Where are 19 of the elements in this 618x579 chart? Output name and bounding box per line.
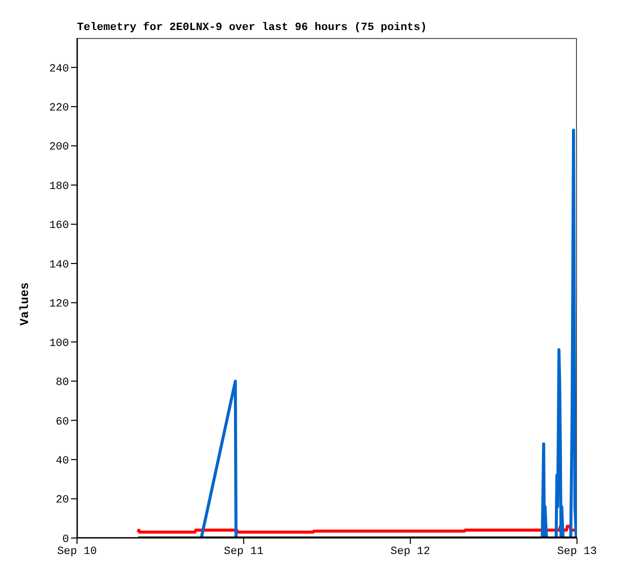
y-tick-label: 200 [49, 142, 69, 154]
x-tick-label: Sep 11 [224, 546, 264, 558]
y-tick-label: 220 [49, 102, 69, 115]
y-tick-label: 180 [49, 180, 69, 193]
y-tick-label: 40 [56, 455, 69, 468]
y-tick-label: 120 [49, 298, 69, 311]
chart-title: Telemetry for 2E0LNX-9 over last 96 hours (75 points) [77, 22, 427, 34]
y-tick-label: 80 [56, 377, 69, 390]
y-tick-label: 140 [49, 259, 69, 272]
x-tick-label: Sep 13 [557, 546, 597, 558]
y-tick-label: 20 [56, 494, 69, 507]
x-tick-label: Sep 12 [390, 546, 430, 558]
y-tick-label: 160 [49, 220, 69, 232]
y-tick-label: 0 [62, 534, 69, 546]
y-axis-title: Values [18, 282, 32, 326]
y-tick-label: 100 [49, 338, 69, 350]
y-tick-label: 240 [49, 63, 69, 76]
x-tick-label: Sep 10 [57, 546, 97, 558]
y-tick-label: 60 [56, 416, 69, 428]
